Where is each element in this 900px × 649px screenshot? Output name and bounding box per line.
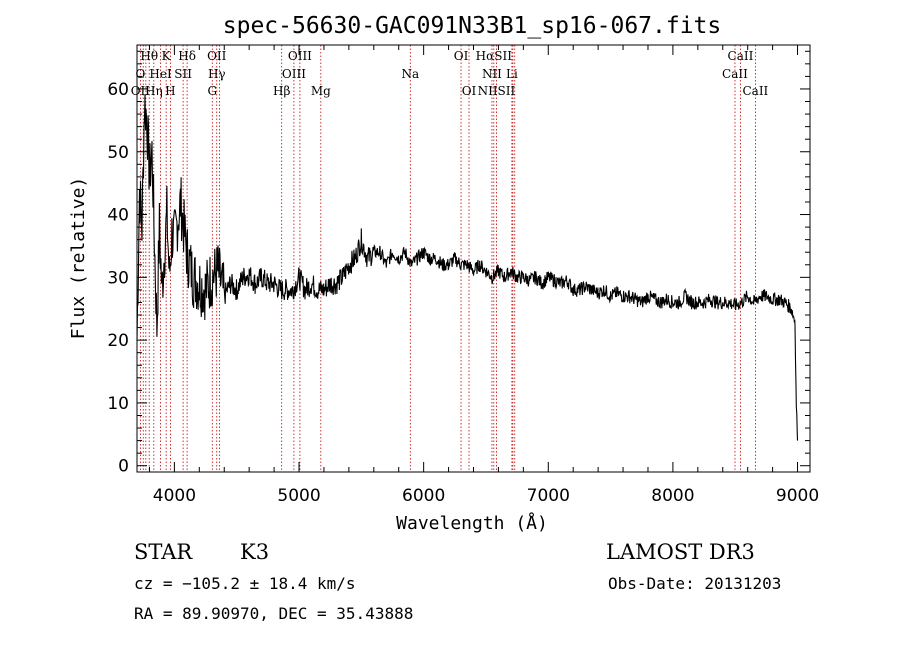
x-axis-ticks: 4000 5000 6000 7000 8000 9000: [148, 45, 819, 506]
chart-title: spec-56630-GAC091N33B1_sp16-067.fits: [223, 13, 722, 39]
x-tick-label-3: 7000: [527, 486, 570, 506]
emission-line-labels: Hθ K Hδ OII OIII OI HαSII CaII O HeI SII Hγ OIII Na NI…: [131, 49, 769, 98]
y-tick-label-4: 40: [107, 206, 129, 226]
line-label-19: H: [165, 84, 175, 98]
line-label-2: Hδ: [178, 49, 196, 63]
survey-name: LAMOST DR3: [606, 540, 755, 564]
line-label-22: Mg: [311, 84, 331, 98]
line-label-4: OIII: [288, 49, 312, 63]
emission-line-markers: [139, 45, 756, 472]
observation-date: Obs-Date: 20131203: [608, 574, 782, 593]
x-axis-label: Wavelength (Å): [396, 512, 548, 534]
spectrum-series-line: [136, 94, 799, 441]
y-tick-label-5: 50: [107, 143, 129, 163]
line-label-9: HeI: [149, 67, 172, 81]
y-axis-label: Flux (relative): [68, 177, 89, 340]
object-subclass: K3: [240, 540, 270, 564]
line-label-20: G: [207, 84, 217, 98]
line-label-24: NIISII: [478, 84, 516, 98]
line-label-18: Hη: [145, 84, 163, 98]
y-tick-label-3: 30: [107, 268, 129, 288]
line-label-25: CaII: [742, 84, 768, 98]
line-label-0: Hθ: [140, 49, 158, 63]
x-tick-label-1: 5000: [277, 486, 320, 506]
x-tick-label-4: 8000: [651, 486, 694, 506]
line-label-8: O: [135, 67, 145, 81]
line-label-16: CaII: [722, 67, 748, 81]
spectrum-chart: spec-56630-GAC091N33B1_sp16-067.fits Hθ K…: [68, 13, 819, 534]
object-class: STAR: [134, 540, 193, 564]
line-label-21: Hβ: [273, 84, 290, 98]
plot-frame: [136, 44, 811, 473]
line-label-3: OII: [207, 49, 227, 63]
line-label-11: Hγ: [208, 67, 226, 81]
line-label-6: HαSII: [476, 49, 513, 63]
line-label-5: OI: [454, 49, 469, 63]
line-label-10: SII: [174, 67, 192, 81]
line-label-7: CaII: [728, 49, 754, 63]
redshift-cz: cz = −105.2 ± 18.4 km/s: [134, 574, 356, 593]
line-label-1: K: [162, 49, 172, 63]
line-label-13: Na: [401, 67, 419, 81]
line-label-12: OIII: [282, 67, 306, 81]
x-tick-label-0: 4000: [153, 486, 196, 506]
line-label-14: NII: [482, 67, 502, 81]
y-axis-ticks: 0 10 20 30 40 50 60: [107, 50, 810, 477]
x-tick-label-2: 6000: [402, 486, 445, 506]
line-label-23: OI: [462, 84, 477, 98]
y-tick-label-6: 60: [107, 80, 129, 100]
y-tick-label-0: 0: [118, 457, 129, 477]
y-tick-label-1: 10: [107, 394, 129, 414]
line-label-15: Li: [506, 67, 518, 81]
y-tick-label-2: 20: [107, 331, 129, 351]
ra-dec-coordinates: RA = 89.90970, DEC = 35.43888: [134, 604, 414, 623]
x-tick-label-5: 9000: [776, 486, 819, 506]
